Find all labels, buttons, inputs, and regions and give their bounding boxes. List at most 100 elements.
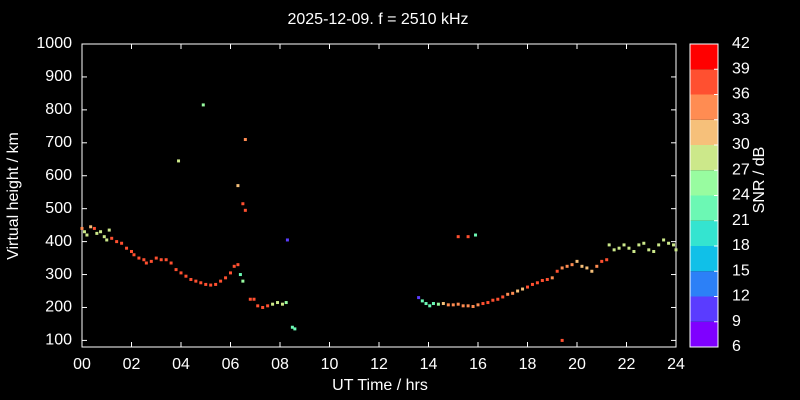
point — [276, 301, 280, 305]
x-tick-label: 22 — [618, 356, 636, 373]
point — [107, 228, 111, 232]
point — [441, 302, 445, 306]
point — [110, 236, 114, 240]
colorbar-bin — [690, 119, 718, 145]
point — [241, 279, 245, 283]
point — [674, 248, 678, 252]
point — [474, 233, 478, 237]
point — [612, 248, 616, 252]
colorbar-bin — [690, 271, 718, 297]
point — [120, 241, 124, 245]
colorbar-bin — [690, 220, 718, 246]
y-tick-label: 200 — [45, 299, 72, 316]
point — [280, 302, 284, 306]
x-tick-label: 14 — [420, 356, 438, 373]
point — [164, 258, 168, 262]
point — [174, 268, 178, 272]
point — [132, 253, 136, 257]
point — [461, 304, 465, 308]
y-tick-label: 400 — [45, 233, 72, 250]
point — [179, 271, 183, 275]
point — [570, 263, 574, 267]
point — [232, 264, 236, 268]
plot-frame — [81, 43, 677, 348]
colorbar-tick-label: 33 — [732, 111, 750, 128]
x-axis-label: UT Time / hrs — [332, 377, 428, 394]
point — [555, 269, 559, 273]
point — [516, 289, 520, 293]
colorbar-label: SNR / dB — [751, 147, 768, 214]
colorbar-tick-label: 36 — [732, 86, 750, 103]
colorbar-tick-label: 42 — [732, 35, 750, 52]
point — [481, 302, 485, 306]
x-tick-label: 04 — [172, 356, 190, 373]
colorbar-tick-label: 12 — [732, 288, 750, 305]
point — [169, 261, 173, 265]
y-tick-label: 300 — [45, 266, 72, 283]
point — [627, 246, 631, 250]
colorbar-tick-label: 24 — [732, 187, 750, 204]
point — [607, 243, 611, 247]
colorbar-tick-label: 15 — [732, 262, 750, 279]
colorbar-tick-label: 30 — [732, 136, 750, 153]
point — [105, 238, 109, 242]
y-tick-label: 500 — [45, 200, 72, 217]
point — [424, 302, 428, 306]
point — [605, 258, 609, 262]
point — [565, 264, 569, 268]
point — [456, 302, 460, 306]
x-tick-label: 08 — [271, 356, 289, 373]
point — [229, 271, 232, 275]
point — [672, 243, 676, 247]
point — [590, 269, 594, 273]
point — [154, 256, 158, 260]
colorbar-bin — [690, 195, 718, 221]
point — [560, 338, 564, 342]
point — [550, 276, 554, 280]
x-tick-label: 12 — [370, 356, 388, 373]
point — [238, 273, 242, 277]
colorbar-tick-label: 18 — [732, 237, 750, 254]
point — [177, 159, 181, 163]
point — [149, 259, 153, 263]
y-tick-label: 600 — [45, 167, 72, 184]
point — [535, 281, 539, 285]
point — [115, 240, 119, 244]
point — [236, 263, 240, 267]
colorbar-bin — [690, 296, 718, 322]
colorbar-bin — [690, 94, 718, 120]
point — [451, 303, 455, 307]
point — [595, 264, 599, 268]
point — [248, 297, 252, 301]
point — [530, 282, 534, 286]
point — [159, 258, 163, 262]
x-tick-label: 10 — [321, 356, 339, 373]
colorbar-tick-label: 27 — [732, 161, 750, 178]
point — [224, 276, 228, 280]
point — [82, 230, 86, 234]
point — [617, 246, 621, 250]
point — [575, 259, 579, 263]
point — [261, 305, 265, 309]
point — [142, 258, 146, 262]
point — [560, 266, 564, 270]
point — [600, 259, 604, 263]
colorbar-tick-label: 6 — [732, 338, 741, 355]
colorbar-tick-label: 9 — [732, 313, 741, 330]
point — [526, 285, 529, 289]
point — [271, 302, 275, 306]
point — [102, 235, 106, 239]
colorbar-bin — [690, 321, 718, 347]
point — [285, 238, 289, 242]
colorbar-bin — [690, 170, 718, 196]
colorbar-bin — [690, 246, 718, 272]
point — [85, 233, 89, 237]
point — [125, 246, 129, 250]
point — [99, 230, 103, 234]
y-tick-label: 100 — [45, 332, 72, 349]
point — [428, 304, 432, 308]
point — [456, 235, 460, 239]
point — [496, 297, 500, 301]
point — [632, 249, 636, 253]
y-tick-label: 1000 — [36, 35, 72, 52]
